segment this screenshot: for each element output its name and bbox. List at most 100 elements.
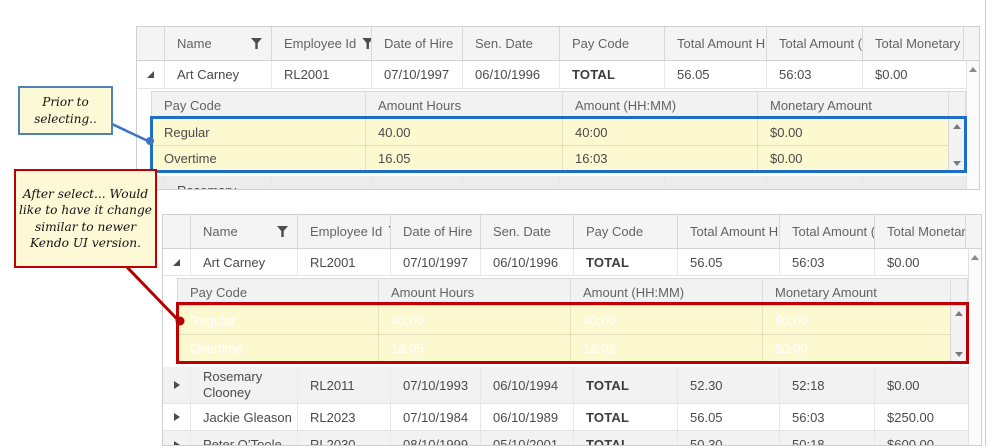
header-sen-date[interactable]: Sen. Date bbox=[462, 27, 559, 60]
cell-name: Art Carney bbox=[164, 61, 271, 88]
child-row-regular-selected[interactable]: Regular 40.00 40:00 $0.00 bbox=[178, 306, 950, 334]
child-cell-amount-hours: 40.00 bbox=[378, 306, 570, 334]
expand-row-icon[interactable] bbox=[173, 413, 180, 421]
expand-cell bbox=[163, 249, 190, 275]
master-row-rosemary-clooney[interactable]: Rosemary Clooney RL2011 07/10/1993 06/10… bbox=[163, 367, 968, 404]
header-date-of-hire[interactable]: Date of Hire bbox=[390, 215, 480, 248]
child-header-scrollbar-spacer bbox=[950, 279, 967, 305]
header-scrollbar-spacer bbox=[965, 215, 981, 248]
cell-total-amount bbox=[766, 176, 862, 189]
master-row-jackie-gleason[interactable]: Jackie Gleason RL2023 07/10/1984 06/10/1… bbox=[163, 404, 968, 431]
cell-pay-code bbox=[559, 176, 664, 189]
child-cell-pay-code: Overtime bbox=[164, 151, 217, 166]
grid-before-header: Name Employee Id Date of Hire Sen. Date … bbox=[137, 27, 979, 61]
header-total-amount-hrs-label: Total Amount Hrs bbox=[677, 36, 766, 51]
header-sen-date-label: Sen. Date bbox=[493, 224, 551, 239]
header-employee-id[interactable]: Employee Id bbox=[271, 27, 371, 60]
child-header-monetary[interactable]: Monetary Amount bbox=[757, 92, 948, 118]
callout-after-text: After select... Would like to have it ch… bbox=[19, 186, 152, 251]
header-total-monetary-label: Total Monetary ... bbox=[875, 36, 963, 51]
cell-total-amount-hrs: 56.05 bbox=[677, 249, 779, 275]
header-employee-id[interactable]: Employee Id bbox=[297, 215, 390, 248]
master-row-peter-otoole[interactable]: Peter O’Toole RL2030 08/10/1999 05/10/20… bbox=[163, 431, 968, 445]
cell-pay-code: TOTAL bbox=[573, 431, 677, 445]
header-name[interactable]: Name bbox=[190, 215, 297, 248]
child-header-pay-code[interactable]: Pay Code bbox=[178, 279, 378, 305]
child-cell-amount-hhmm: 40:00 bbox=[562, 119, 757, 145]
header-total-amount[interactable]: Total Amount (... bbox=[779, 215, 874, 248]
child-header-amount-hhmm-label: Amount (HH:MM) bbox=[575, 97, 677, 113]
callout-prior-to-selecting: Prior to selecting.. bbox=[18, 86, 113, 135]
child-row-overtime[interactable]: Overtime 16.05 16:03 $0.00 bbox=[152, 145, 948, 171]
cell-employee-id: RL2030 bbox=[297, 431, 390, 445]
header-pay-code[interactable]: Pay Code bbox=[573, 215, 677, 248]
header-total-amount-hrs[interactable]: Total Amount Hrs bbox=[664, 27, 766, 60]
expand-cell bbox=[137, 61, 164, 88]
clipped-row-rosemary[interactable]: Rosemary bbox=[137, 176, 966, 189]
child-header-scrollbar-spacer bbox=[948, 92, 965, 118]
header-total-monetary[interactable]: Total Monetary ... bbox=[874, 215, 965, 248]
grid-scrollbar[interactable] bbox=[968, 249, 981, 445]
filter-icon[interactable] bbox=[251, 38, 262, 49]
header-total-monetary-label: Total Monetary ... bbox=[887, 224, 965, 239]
header-expand-spacer bbox=[163, 215, 190, 248]
header-pay-code[interactable]: Pay Code bbox=[559, 27, 664, 60]
header-total-amount-label: Total Amount (... bbox=[779, 36, 862, 51]
page-right-border bbox=[985, 0, 986, 446]
child-scrollbar[interactable] bbox=[948, 119, 965, 171]
cell-name: Peter O’Toole bbox=[190, 431, 297, 445]
child-scrollbar[interactable] bbox=[950, 306, 967, 362]
header-name[interactable]: Name bbox=[164, 27, 271, 60]
cell-total-amount-hrs: 56.05 bbox=[677, 404, 779, 430]
child-header-amount-hours[interactable]: Amount Hours bbox=[365, 92, 562, 118]
filter-icon[interactable] bbox=[277, 226, 288, 237]
child-cell-pay-code: Regular bbox=[164, 124, 210, 140]
header-total-amount-hrs[interactable]: Total Amount Hrs bbox=[677, 215, 779, 248]
child-header-monetary[interactable]: Monetary Amount bbox=[762, 279, 950, 305]
scroll-up-icon[interactable] bbox=[969, 67, 977, 72]
scroll-up-icon[interactable] bbox=[971, 255, 979, 260]
cell-sen-date: 06/10/1996 bbox=[480, 249, 573, 275]
scroll-up-icon[interactable] bbox=[953, 124, 961, 129]
scroll-down-icon[interactable] bbox=[955, 352, 963, 357]
scroll-up-icon[interactable] bbox=[955, 311, 963, 316]
child-header-amount-hhmm[interactable]: Amount (HH:MM) bbox=[570, 279, 762, 305]
child-cell-monetary: $0.00 bbox=[762, 306, 950, 334]
header-date-of-hire-label: Date of Hire bbox=[384, 36, 454, 51]
header-sen-date[interactable]: Sen. Date bbox=[480, 215, 573, 248]
child-cell-amount-hhmm: 16:03 bbox=[562, 146, 757, 171]
cell-name: Rosemary bbox=[164, 176, 271, 189]
expand-row-icon[interactable] bbox=[173, 381, 180, 389]
collapse-row-icon[interactable] bbox=[173, 258, 180, 266]
cell-total-monetary: $0.00 bbox=[874, 249, 965, 275]
detail-row: Pay Code Amount Hours Amount (HH:MM) Mon… bbox=[137, 89, 967, 176]
collapse-row-icon[interactable] bbox=[147, 71, 154, 78]
master-row-art-carney[interactable]: Art Carney RL2001 07/10/1997 06/10/1996 … bbox=[137, 61, 966, 89]
header-date-of-hire[interactable]: Date of Hire bbox=[371, 27, 462, 60]
cell-total-monetary: $600.00 bbox=[874, 431, 965, 445]
cell-employee-id: RL2001 bbox=[297, 249, 390, 275]
expand-cell bbox=[163, 404, 190, 430]
child-header-amount-hours[interactable]: Amount Hours bbox=[378, 279, 570, 305]
clipped-name-text: Rosemary bbox=[177, 183, 236, 189]
cell-date-of-hire: 07/10/1997 bbox=[390, 249, 480, 275]
child-row-regular[interactable]: Regular 40.00 40:00 $0.00 bbox=[152, 119, 948, 145]
child-header-amount-hhmm[interactable]: Amount (HH:MM) bbox=[562, 92, 757, 118]
master-row-art-carney[interactable]: Art Carney RL2001 07/10/1997 06/10/1996 … bbox=[163, 249, 968, 276]
header-total-monetary[interactable]: Total Monetary ... bbox=[862, 27, 963, 60]
child-cell-monetary: $0.00 bbox=[757, 146, 948, 171]
child-cell-pay-code: Overtime bbox=[190, 341, 243, 356]
detail-row: Pay Code Amount Hours Amount (HH:MM) Mon… bbox=[163, 276, 969, 367]
cell-total-monetary: $0.00 bbox=[874, 367, 965, 403]
expand-row-icon[interactable] bbox=[173, 440, 180, 445]
child-header-pay-code[interactable]: Pay Code bbox=[152, 92, 365, 118]
header-expand-spacer bbox=[137, 27, 164, 60]
grid-scrollbar[interactable] bbox=[966, 61, 979, 189]
child-row-overtime-selected[interactable]: Overtime 16.05 16:03 $0.00 bbox=[178, 334, 950, 362]
header-employee-id-label: Employee Id bbox=[310, 224, 383, 239]
filter-icon[interactable] bbox=[362, 38, 371, 49]
scroll-down-icon[interactable] bbox=[953, 161, 961, 166]
header-total-amount[interactable]: Total Amount (... bbox=[766, 27, 862, 60]
cell-total-amount: 56:03 bbox=[766, 61, 862, 88]
header-date-of-hire-label: Date of Hire bbox=[403, 224, 473, 239]
